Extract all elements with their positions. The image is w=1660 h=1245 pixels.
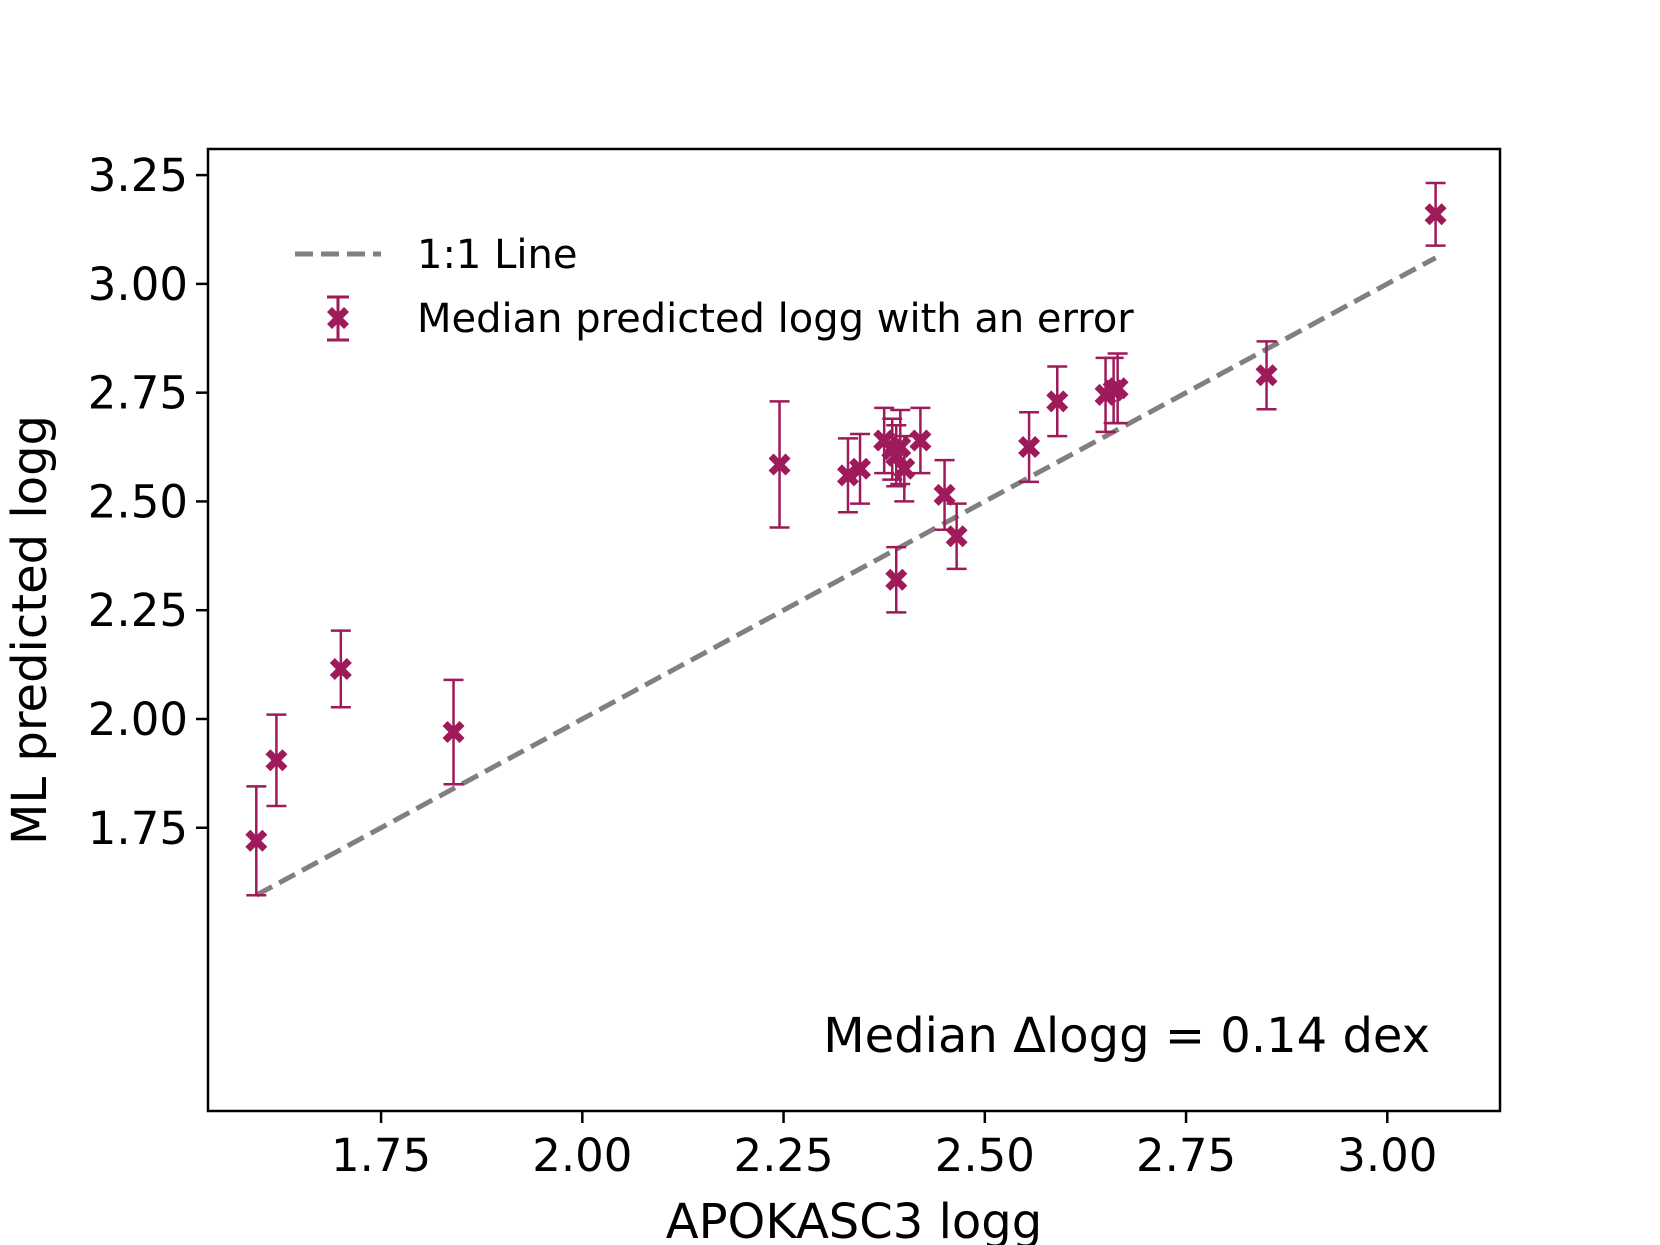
data-point xyxy=(945,502,968,571)
x-marker xyxy=(893,457,916,480)
median-annotation: Median Δlogg = 0.14 dex xyxy=(823,1008,1430,1064)
legend-label-reference-line: 1:1 Line xyxy=(417,232,577,278)
plot-frame xyxy=(206,147,1502,1113)
one-to-one-line xyxy=(255,255,1437,898)
data-point xyxy=(836,437,859,514)
data-point xyxy=(893,434,916,503)
data-point xyxy=(1424,181,1447,247)
y-tick-label: 2.00 xyxy=(88,693,188,746)
x-marker xyxy=(1046,390,1069,413)
x-marker xyxy=(945,525,968,548)
y-axis-ticks: 1.75 2.00 2.25 2.50 2.75 3.00 3.25 xyxy=(88,149,208,855)
x-marker xyxy=(909,429,932,452)
data-point xyxy=(1018,410,1041,484)
legend: 1:1 Line Median predicted logg with an e… xyxy=(295,232,1134,342)
y-axis-label: ML predicted logg xyxy=(2,415,58,845)
y-tick-label: 3.25 xyxy=(88,149,188,202)
x-marker xyxy=(933,483,956,506)
data-point xyxy=(849,432,872,505)
y-tick-label: 3.00 xyxy=(88,258,188,311)
y-tick-label: 2.25 xyxy=(88,584,188,637)
x-tick-label: 2.25 xyxy=(733,1129,833,1182)
x-marker xyxy=(245,829,268,852)
x-marker xyxy=(1018,436,1041,459)
x-axis-label: APOKASC3 logg xyxy=(666,1194,1042,1245)
y-tick-label: 1.75 xyxy=(88,802,188,855)
legend-marker-swatch xyxy=(327,295,349,342)
x-marker xyxy=(885,568,908,591)
data-point xyxy=(245,785,268,897)
data-point xyxy=(768,400,791,529)
x-marker xyxy=(1255,364,1278,387)
x-marker xyxy=(849,457,872,480)
data-point xyxy=(265,713,288,808)
y-tick-label: 2.50 xyxy=(88,475,188,528)
data-point xyxy=(1106,352,1129,425)
x-tick-label: 2.00 xyxy=(532,1129,632,1182)
data-point xyxy=(1255,340,1278,411)
x-marker xyxy=(768,453,791,476)
data-point xyxy=(1046,365,1069,438)
x-axis-ticks: 1.75 2.00 2.25 2.50 2.75 3.00 xyxy=(331,1111,1437,1182)
x-tick-label: 1.75 xyxy=(331,1129,431,1182)
x-marker xyxy=(265,749,288,772)
plot-marks xyxy=(245,181,1447,898)
y-tick-label: 2.75 xyxy=(88,367,188,420)
x-tick-label: 2.50 xyxy=(935,1129,1035,1182)
legend-label-series: Median predicted logg with an error xyxy=(417,296,1134,342)
x-marker xyxy=(442,721,465,744)
x-marker xyxy=(329,657,352,680)
data-point xyxy=(442,678,465,786)
data-point xyxy=(885,545,908,614)
x-marker xyxy=(1424,203,1447,226)
x-marker xyxy=(1106,377,1129,400)
x-tick-label: 2.75 xyxy=(1136,1129,1236,1182)
x-marker xyxy=(836,464,859,487)
x-marker xyxy=(889,436,912,459)
data-point xyxy=(909,406,932,475)
data-point xyxy=(329,629,352,709)
x-tick-label: 3.00 xyxy=(1337,1129,1437,1182)
